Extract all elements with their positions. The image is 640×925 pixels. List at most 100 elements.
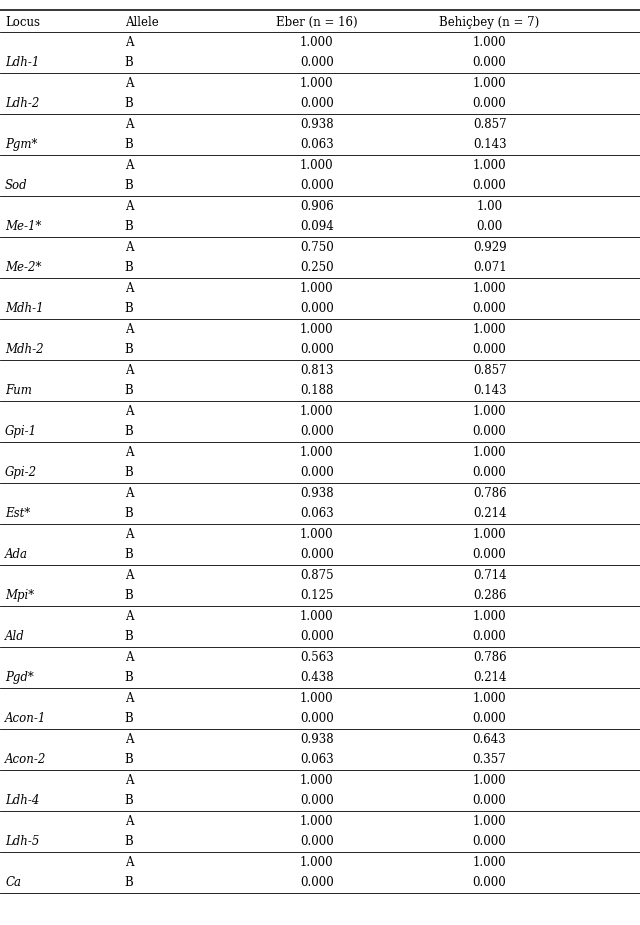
Text: Ada: Ada: [5, 549, 28, 561]
Text: 1.000: 1.000: [300, 528, 333, 541]
Text: 1.000: 1.000: [300, 815, 333, 828]
Text: Acon-1: Acon-1: [5, 712, 47, 725]
Text: 1.00: 1.00: [477, 200, 502, 213]
Text: Pgd*: Pgd*: [5, 672, 34, 684]
Text: Locus: Locus: [5, 16, 40, 29]
Text: 0.929: 0.929: [473, 240, 506, 253]
Text: B: B: [125, 712, 134, 725]
Text: 0.250: 0.250: [300, 261, 333, 274]
Text: 0.000: 0.000: [300, 302, 333, 315]
Text: 0.357: 0.357: [473, 753, 506, 766]
Text: 0.000: 0.000: [300, 549, 333, 561]
Text: 0.857: 0.857: [473, 117, 506, 130]
Text: 1.000: 1.000: [300, 282, 333, 295]
Text: 1.000: 1.000: [473, 36, 506, 49]
Text: Eber (n = 16): Eber (n = 16): [276, 16, 358, 29]
Text: 1.000: 1.000: [473, 692, 506, 705]
Text: 0.286: 0.286: [473, 589, 506, 602]
Text: A: A: [125, 77, 133, 90]
Text: 1.000: 1.000: [300, 856, 333, 869]
Text: 1.000: 1.000: [300, 773, 333, 787]
Text: 0.000: 0.000: [473, 630, 506, 643]
Text: B: B: [125, 589, 134, 602]
Text: 1.000: 1.000: [300, 610, 333, 623]
Text: 0.000: 0.000: [473, 302, 506, 315]
Text: 0.000: 0.000: [300, 795, 333, 808]
Text: 1.000: 1.000: [300, 446, 333, 459]
Text: Pgm*: Pgm*: [5, 138, 38, 152]
Text: Ldh-1: Ldh-1: [5, 56, 40, 69]
Text: B: B: [125, 302, 134, 315]
Text: 1.000: 1.000: [473, 446, 506, 459]
Text: 0.563: 0.563: [300, 651, 333, 664]
Text: B: B: [125, 56, 134, 69]
Text: Ldh-2: Ldh-2: [5, 97, 40, 110]
Text: 0.00: 0.00: [476, 220, 503, 233]
Text: 0.000: 0.000: [473, 56, 506, 69]
Text: A: A: [125, 240, 133, 253]
Text: 1.000: 1.000: [473, 77, 506, 90]
Text: 0.875: 0.875: [300, 569, 333, 582]
Text: 0.000: 0.000: [473, 97, 506, 110]
Text: 0.643: 0.643: [473, 733, 506, 746]
Text: B: B: [125, 97, 134, 110]
Text: 0.143: 0.143: [473, 138, 506, 152]
Text: 1.000: 1.000: [473, 856, 506, 869]
Text: 0.000: 0.000: [473, 795, 506, 808]
Text: A: A: [125, 610, 133, 623]
Text: A: A: [125, 282, 133, 295]
Text: Acon-2: Acon-2: [5, 753, 47, 766]
Text: 0.938: 0.938: [300, 733, 333, 746]
Text: Ald: Ald: [5, 630, 25, 643]
Text: B: B: [125, 179, 134, 192]
Text: 0.000: 0.000: [473, 426, 506, 438]
Text: 0.786: 0.786: [473, 651, 506, 664]
Text: 1.000: 1.000: [473, 282, 506, 295]
Text: 0.000: 0.000: [300, 835, 333, 848]
Text: B: B: [125, 220, 134, 233]
Text: A: A: [125, 117, 133, 130]
Text: 1.000: 1.000: [473, 323, 506, 336]
Text: Mdh-1: Mdh-1: [5, 302, 44, 315]
Text: 1.000: 1.000: [300, 405, 333, 418]
Text: 0.000: 0.000: [473, 179, 506, 192]
Text: 0.063: 0.063: [300, 507, 333, 520]
Text: Fum: Fum: [5, 384, 32, 397]
Text: 1.000: 1.000: [473, 405, 506, 418]
Text: 0.214: 0.214: [473, 507, 506, 520]
Text: 0.000: 0.000: [300, 179, 333, 192]
Text: 1.000: 1.000: [473, 528, 506, 541]
Text: Ldh-5: Ldh-5: [5, 835, 40, 848]
Text: B: B: [125, 426, 134, 438]
Text: 0.000: 0.000: [300, 56, 333, 69]
Text: Gpi-2: Gpi-2: [5, 466, 37, 479]
Text: 0.000: 0.000: [300, 343, 333, 356]
Text: A: A: [125, 200, 133, 213]
Text: 1.000: 1.000: [300, 77, 333, 90]
Text: 0.000: 0.000: [300, 97, 333, 110]
Text: 0.786: 0.786: [473, 487, 506, 500]
Text: 0.000: 0.000: [300, 426, 333, 438]
Text: Me-2*: Me-2*: [5, 261, 42, 274]
Text: A: A: [125, 446, 133, 459]
Text: A: A: [125, 159, 133, 172]
Text: Behiçbey (n = 7): Behiçbey (n = 7): [440, 16, 540, 29]
Text: B: B: [125, 261, 134, 274]
Text: A: A: [125, 773, 133, 787]
Text: 0.906: 0.906: [300, 200, 333, 213]
Text: A: A: [125, 36, 133, 49]
Text: 0.813: 0.813: [300, 364, 333, 376]
Text: A: A: [125, 856, 133, 869]
Text: 0.214: 0.214: [473, 672, 506, 684]
Text: 1.000: 1.000: [473, 610, 506, 623]
Text: A: A: [125, 364, 133, 376]
Text: B: B: [125, 835, 134, 848]
Text: A: A: [125, 405, 133, 418]
Text: Mdh-2: Mdh-2: [5, 343, 44, 356]
Text: 0.750: 0.750: [300, 240, 333, 253]
Text: B: B: [125, 630, 134, 643]
Text: B: B: [125, 384, 134, 397]
Text: 0.000: 0.000: [473, 466, 506, 479]
Text: Gpi-1: Gpi-1: [5, 426, 37, 438]
Text: A: A: [125, 815, 133, 828]
